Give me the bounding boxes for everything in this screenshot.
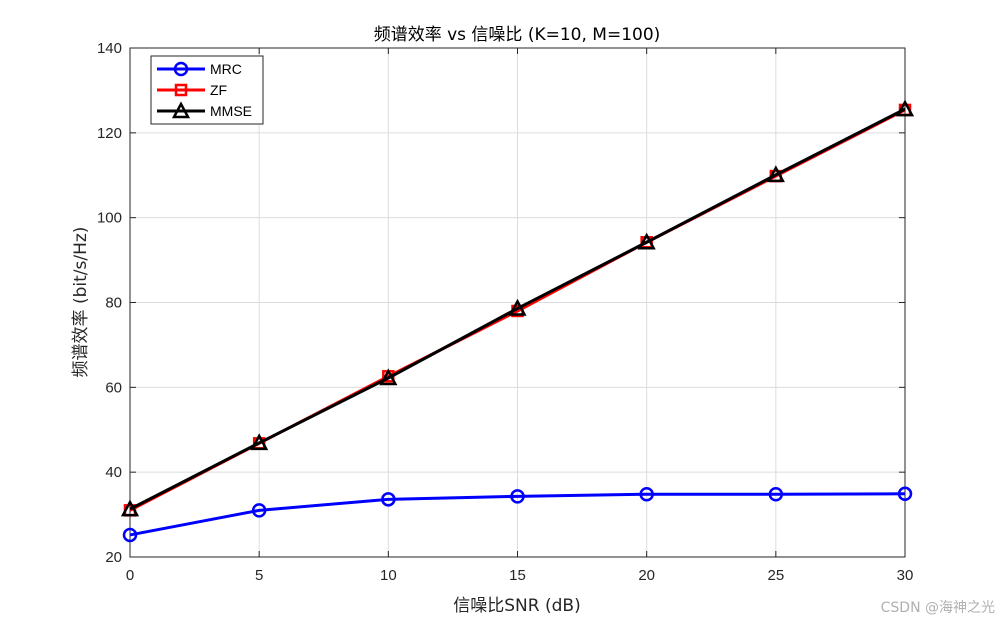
series-mrc xyxy=(122,486,913,543)
data-point-mrc xyxy=(251,503,267,518)
legend-marker-mmse xyxy=(171,101,191,119)
y-tick-label: 100 xyxy=(97,210,122,227)
legend-item-mmse: MMSE xyxy=(157,101,252,119)
x-tick-label: 15 xyxy=(509,567,526,584)
data-point-mmse xyxy=(379,368,398,386)
legend-label-mrc: MRC xyxy=(210,61,242,77)
series-line-mrc xyxy=(129,492,906,537)
data-point-mrc xyxy=(510,489,525,504)
legend-marker-zf xyxy=(174,83,188,97)
x-tick-label: 20 xyxy=(638,567,655,584)
data-point-mmse xyxy=(637,232,656,250)
data-point-mmse xyxy=(120,499,140,517)
data-point-mrc xyxy=(381,492,396,507)
y-axis-label: 频谱效率 (bit/s/Hz) xyxy=(71,227,91,378)
legend-item-zf: ZF xyxy=(157,82,227,98)
y-tick-label: 20 xyxy=(105,549,122,566)
legend-label-zf: ZF xyxy=(210,82,227,98)
plot-area: 0 5 10 15 20 25 30 20 40 60 80 100 120 140 xyxy=(97,40,915,584)
data-point-mmse xyxy=(508,298,527,316)
series-line-mmse xyxy=(129,107,906,511)
data-point-mmse xyxy=(766,165,785,183)
data-point-mrc xyxy=(122,527,138,543)
data-point-mrc xyxy=(639,486,654,502)
chart-title: 频谱效率 vs 信噪比 (K=10, M=100) xyxy=(374,25,661,45)
data-point-mmse xyxy=(895,99,915,117)
x-tick-label: 25 xyxy=(767,567,784,584)
axis-ticks: 0 5 10 15 20 25 30 20 40 60 80 100 120 140 xyxy=(97,40,913,584)
y-tick-label: 140 xyxy=(97,40,122,57)
legend-label-mmse: MMSE xyxy=(210,103,252,119)
x-axis-label: 信噪比SNR (dB) xyxy=(453,596,580,616)
y-tick-label: 40 xyxy=(105,464,122,481)
x-tick-label: 5 xyxy=(255,567,263,584)
x-tick-label: 10 xyxy=(380,567,397,584)
y-tick-label: 60 xyxy=(105,379,122,396)
legend: MRC ZF MMSE xyxy=(150,55,264,125)
x-tick-label: 30 xyxy=(897,567,914,584)
data-point-mmse xyxy=(250,433,269,451)
watermark: CSDN @海神之光 xyxy=(881,600,995,616)
legend-marker-mrc xyxy=(173,61,189,77)
y-tick-label: 80 xyxy=(105,295,122,312)
y-tick-label: 120 xyxy=(97,125,122,142)
legend-item-mrc: MRC xyxy=(157,61,242,77)
data-point-mrc xyxy=(897,486,913,502)
data-point-mrc xyxy=(768,486,784,502)
legend-items: MRC ZF MMSE xyxy=(157,61,252,119)
series-mmse xyxy=(120,99,915,517)
x-tick-label: 0 xyxy=(126,567,134,584)
series-layer xyxy=(120,99,915,543)
